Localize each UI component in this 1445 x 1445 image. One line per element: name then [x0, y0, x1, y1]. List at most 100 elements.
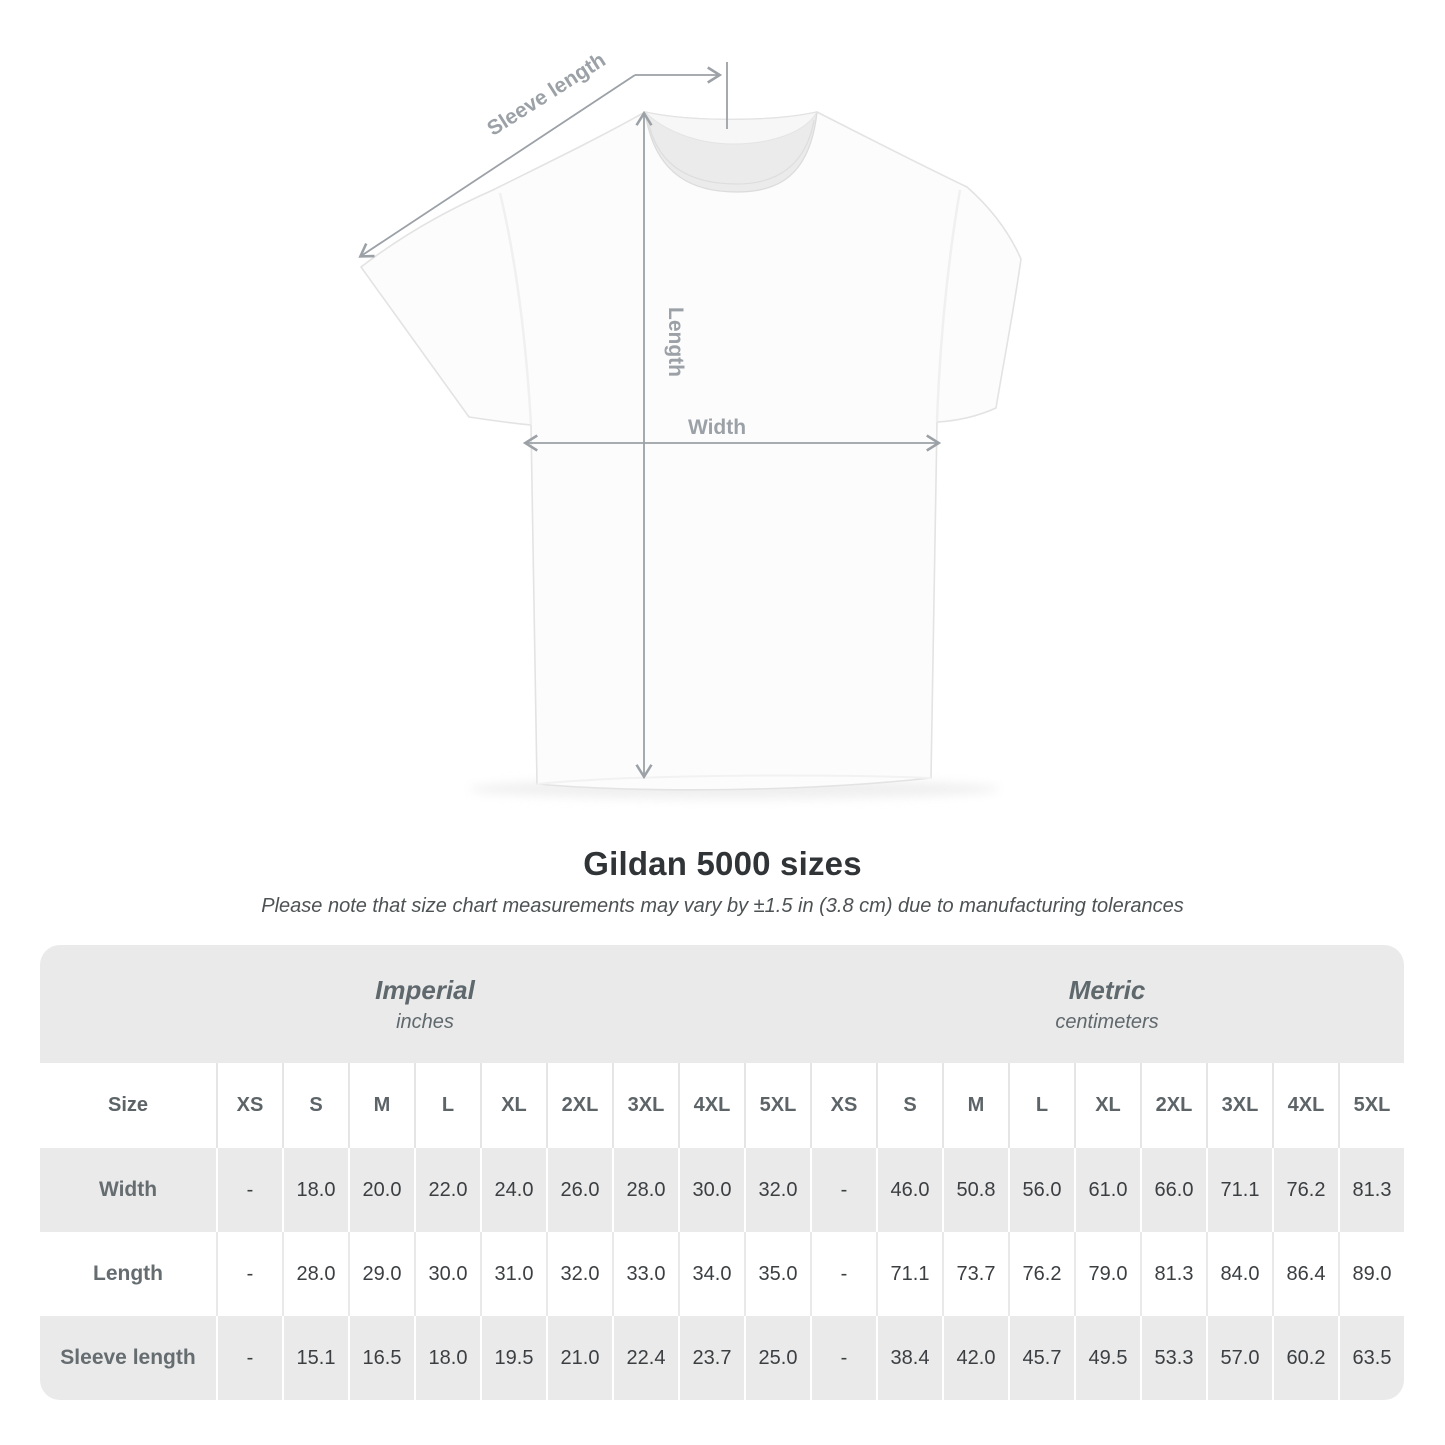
- cell-length-imperial-4xl: 34.0: [678, 1232, 744, 1316]
- sleeve-length-row: Sleeve length -15.1 16.5 18.0 19.5 21.0 22.4 23…: [40, 1316, 1404, 1400]
- cell-sleeve-length-metric-4xl: 60.2: [1272, 1316, 1338, 1400]
- cell-length-metric-s: 71.1: [876, 1232, 942, 1316]
- metric-header-label: Metric: [1068, 974, 1146, 1005]
- cell-sleeve-length-imperial-m: 16.5: [348, 1316, 414, 1400]
- cell-sleeve-length-imperial-xs: -: [216, 1316, 282, 1400]
- cell-length-metric-4xl: 86.4: [1272, 1232, 1338, 1316]
- size-header-metric-2xl: 2XL: [1140, 1063, 1206, 1148]
- cell-width-imperial-m: 20.0: [348, 1148, 414, 1232]
- cell-sleeve-length-metric-xs: -: [810, 1316, 876, 1400]
- cell-length-imperial-s: 28.0: [282, 1232, 348, 1316]
- cell-sleeve-length-imperial-xl: 19.5: [480, 1316, 546, 1400]
- cell-width-metric-2xl: 66.0: [1140, 1148, 1206, 1232]
- size-header-row: Size XS S M L XL 2XL 3XL 4XL 5XL XS S M L XL 2XL 3XL 4XL 5…: [40, 1063, 1404, 1148]
- page-title: Gildan 5000 sizes: [583, 845, 862, 882]
- cell-length-imperial-m: 29.0: [348, 1232, 414, 1316]
- cell-width-metric-5xl: 81.3: [1338, 1148, 1404, 1232]
- sleeve-length-arrow: [358, 74, 636, 258]
- size-header-imperial-xl: XL: [480, 1063, 546, 1148]
- size-header-metric-xs: XS: [810, 1063, 876, 1148]
- cell-sleeve-length-imperial-l: 18.0: [414, 1316, 480, 1400]
- row-label-sleeve-length: Sleeve length: [40, 1316, 216, 1400]
- cell-length-metric-l: 76.2: [1008, 1232, 1074, 1316]
- size-header-imperial-m: M: [348, 1063, 414, 1148]
- cell-sleeve-length-metric-3xl: 57.0: [1206, 1316, 1272, 1400]
- size-header-metric-4xl: 4XL: [1272, 1063, 1338, 1148]
- imperial-header: Imperial inches: [40, 945, 810, 1063]
- cell-length-metric-xs: -: [810, 1232, 876, 1316]
- sleeve-length-label: Sleeve length: [483, 48, 610, 140]
- cell-length-metric-xl: 79.0: [1074, 1232, 1140, 1316]
- collar-band-seam: [647, 119, 815, 185]
- cell-sleeve-length-metric-m: 42.0: [942, 1316, 1008, 1400]
- width-label: Width: [688, 416, 746, 439]
- size-header-imperial-l: L: [414, 1063, 480, 1148]
- tolerance-note: Please note that size chart measurements…: [261, 895, 1184, 917]
- cell-width-imperial-xs: -: [216, 1148, 282, 1232]
- cell-sleeve-length-metric-s: 38.4: [876, 1316, 942, 1400]
- size-header-imperial-2xl: 2XL: [546, 1063, 612, 1148]
- cell-length-imperial-2xl: 32.0: [546, 1232, 612, 1316]
- back-collar: [643, 111, 818, 145]
- length-label: Length: [664, 307, 687, 377]
- size-header-imperial-4xl: 4XL: [678, 1063, 744, 1148]
- size-header-imperial-s: S: [282, 1063, 348, 1148]
- size-header-metric-3xl: 3XL: [1206, 1063, 1272, 1148]
- size-header-imperial-xs: XS: [216, 1063, 282, 1148]
- cell-length-imperial-3xl: 33.0: [612, 1232, 678, 1316]
- size-col-header: Size: [107, 1094, 149, 1116]
- cell-width-metric-3xl: 71.1: [1206, 1148, 1272, 1232]
- cell-width-imperial-l: 22.0: [414, 1148, 480, 1232]
- cell-width-metric-m: 50.8: [942, 1148, 1008, 1232]
- hem-crease: [536, 774, 932, 785]
- metric-header-unit: centimeters: [1055, 1010, 1159, 1033]
- metric-header: Metric centimeters: [810, 945, 1404, 1063]
- cell-length-metric-5xl: 89.0: [1338, 1232, 1404, 1316]
- cell-width-imperial-xl: 24.0: [480, 1148, 546, 1232]
- cell-sleeve-length-imperial-5xl: 25.0: [744, 1316, 810, 1400]
- size-header-imperial-5xl: 5XL: [744, 1063, 810, 1148]
- cell-sleeve-length-imperial-2xl: 21.0: [546, 1316, 612, 1400]
- cell-length-imperial-xs: -: [216, 1232, 282, 1316]
- cell-sleeve-length-imperial-s: 15.1: [282, 1316, 348, 1400]
- left-sleeve-crease: [498, 192, 533, 425]
- cell-width-metric-xl: 61.0: [1074, 1148, 1140, 1232]
- cell-width-metric-xs: -: [810, 1148, 876, 1232]
- row-label-length: Length: [40, 1232, 216, 1316]
- cell-width-imperial-5xl: 32.0: [744, 1148, 810, 1232]
- cell-sleeve-length-metric-2xl: 53.3: [1140, 1316, 1206, 1400]
- cell-length-imperial-xl: 31.0: [480, 1232, 546, 1316]
- cell-sleeve-length-metric-l: 45.7: [1008, 1316, 1074, 1400]
- size-header-imperial-3xl: 3XL: [612, 1063, 678, 1148]
- size-header-metric-s: S: [876, 1063, 942, 1148]
- cell-width-imperial-4xl: 30.0: [678, 1148, 744, 1232]
- cell-sleeve-length-imperial-3xl: 22.4: [612, 1316, 678, 1400]
- cell-length-imperial-l: 30.0: [414, 1232, 480, 1316]
- size-header-metric-5xl: 5XL: [1338, 1063, 1404, 1148]
- cell-width-imperial-2xl: 26.0: [546, 1148, 612, 1232]
- cell-width-metric-l: 56.0: [1008, 1148, 1074, 1232]
- cell-sleeve-length-metric-5xl: 63.5: [1338, 1316, 1404, 1400]
- cell-sleeve-length-metric-xl: 49.5: [1074, 1316, 1140, 1400]
- unit-header-row: Imperial inches Metric centimeters: [40, 945, 1404, 1063]
- cell-width-metric-4xl: 76.2: [1272, 1148, 1338, 1232]
- cell-width-imperial-3xl: 28.0: [612, 1148, 678, 1232]
- imperial-header-unit: inches: [396, 1010, 454, 1033]
- size-header-metric-l: L: [1008, 1063, 1074, 1148]
- imperial-header-label: Imperial: [375, 974, 475, 1005]
- cell-sleeve-length-imperial-4xl: 23.7: [678, 1316, 744, 1400]
- cell-width-imperial-s: 18.0: [282, 1148, 348, 1232]
- cell-length-metric-2xl: 81.3: [1140, 1232, 1206, 1316]
- row-label-width: Width: [40, 1148, 216, 1232]
- size-header-metric-xl: XL: [1074, 1063, 1140, 1148]
- cell-length-metric-m: 73.7: [942, 1232, 1008, 1316]
- cell-length-metric-3xl: 84.0: [1206, 1232, 1272, 1316]
- tshirt-body: [360, 111, 1022, 791]
- length-row: Length -28.0 29.0 30.0 31.0 32.0 33.0 34.0 35.0-…: [40, 1232, 1404, 1316]
- tshirt-measurement-diagram: Sleeve length Length Width: [358, 48, 1022, 799]
- size-chart-table: Imperial inches Metric centimeters Size X…: [40, 945, 1404, 1400]
- cell-width-metric-s: 46.0: [876, 1148, 942, 1232]
- cell-length-imperial-5xl: 35.0: [744, 1232, 810, 1316]
- width-row: Width -18.0 20.0 22.0 24.0 26.0 28.0 30.0 32.0-4…: [40, 1148, 1404, 1232]
- size-header-metric-m: M: [942, 1063, 1008, 1148]
